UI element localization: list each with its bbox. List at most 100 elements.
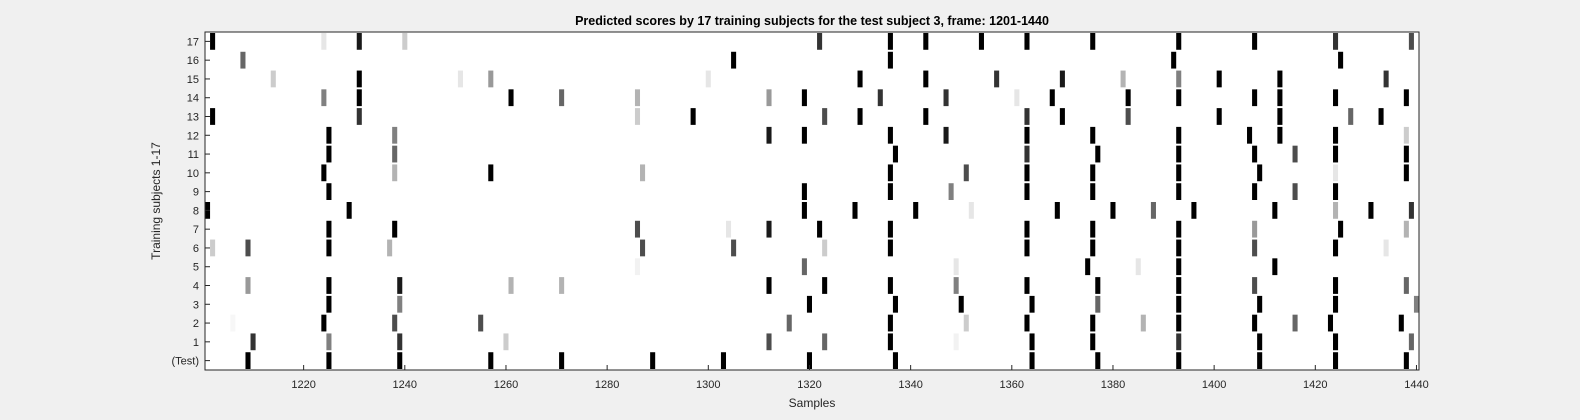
heatmap-cell bbox=[392, 164, 398, 182]
heatmap-cell bbox=[1413, 295, 1419, 313]
heatmap-cell bbox=[402, 33, 408, 50]
heatmap-cell bbox=[1252, 183, 1258, 200]
heatmap-cell bbox=[1252, 145, 1258, 163]
heatmap-cell bbox=[387, 239, 393, 257]
heatmap-cell bbox=[892, 145, 898, 163]
heatmap-cell bbox=[963, 164, 969, 182]
heatmap-cell bbox=[948, 183, 954, 200]
heatmap-cell bbox=[822, 333, 828, 351]
heatmap-cell bbox=[1176, 277, 1182, 294]
heatmap-cell bbox=[1029, 295, 1035, 313]
heatmap-cell bbox=[640, 164, 646, 182]
heatmap-cell bbox=[1252, 220, 1258, 238]
heatmap-cell bbox=[857, 108, 863, 125]
heatmap-cell bbox=[356, 108, 362, 125]
heatmap-cell bbox=[488, 164, 494, 182]
heatmap-cell bbox=[817, 220, 823, 238]
heatmap-cell bbox=[887, 183, 893, 200]
heatmap-cell bbox=[457, 70, 463, 88]
heatmap-cell bbox=[1403, 126, 1409, 144]
heatmap-cell bbox=[1090, 126, 1096, 144]
y-tick-label: 10 bbox=[187, 168, 199, 180]
heatmap-cell bbox=[392, 145, 398, 163]
x-axis-ticks: 1220 1240 1260 1280 1300 1320 1340 1360 1380 1400… bbox=[291, 365, 1429, 391]
heatmap-cell bbox=[801, 183, 807, 200]
heatmap-cell bbox=[508, 277, 514, 294]
heatmap-cell bbox=[397, 352, 403, 369]
plot-area bbox=[205, 32, 1419, 370]
heatmap-cell bbox=[245, 277, 251, 294]
heatmap-cell bbox=[1403, 352, 1409, 369]
heatmap-cell bbox=[1024, 126, 1030, 144]
heatmap-cell bbox=[1333, 333, 1339, 351]
heatmap-cell bbox=[1176, 145, 1182, 163]
heatmap-cell bbox=[356, 89, 362, 107]
heatmap-cell bbox=[1054, 202, 1060, 219]
heatmap-cell bbox=[1140, 314, 1146, 332]
heatmap-cell bbox=[1333, 89, 1339, 107]
y-tick-label: 1 bbox=[193, 337, 199, 349]
heatmap-cell bbox=[1024, 239, 1030, 257]
heatmap-cell bbox=[1333, 352, 1339, 369]
heatmap-cell bbox=[634, 220, 641, 238]
heatmap-cell bbox=[806, 352, 812, 369]
heatmap-cell bbox=[559, 352, 565, 369]
heatmap-cell bbox=[392, 126, 398, 144]
heatmap-cell bbox=[1383, 70, 1389, 88]
heatmap-cell bbox=[1024, 164, 1030, 182]
heatmap-cell bbox=[326, 145, 332, 163]
heatmap-cell bbox=[326, 295, 332, 313]
heatmap-cell bbox=[1029, 352, 1035, 369]
heatmap-cell bbox=[488, 352, 494, 369]
heatmap-cell bbox=[1403, 164, 1409, 182]
y-tick-label: 5 bbox=[193, 262, 199, 274]
heatmap-cell bbox=[1176, 239, 1182, 257]
y-tick-label: 11 bbox=[188, 149, 199, 161]
heatmap-cell bbox=[1125, 108, 1131, 125]
heatmap-cell bbox=[1252, 33, 1258, 50]
heatmap-cell bbox=[1024, 277, 1030, 294]
heatmap-cell bbox=[1176, 89, 1182, 107]
x-tick-label: 1400 bbox=[1202, 379, 1226, 391]
heatmap-cells bbox=[205, 33, 1419, 369]
heatmap-cell bbox=[634, 108, 641, 125]
y-tick-label: 17 bbox=[187, 36, 199, 48]
heatmap-cell bbox=[1095, 295, 1101, 313]
y-tick-label: 4 bbox=[193, 281, 199, 293]
heatmap-cell bbox=[817, 33, 823, 50]
heatmap-cell bbox=[488, 70, 494, 88]
x-tick-label: 1280 bbox=[595, 379, 619, 391]
heatmap-cell bbox=[1176, 295, 1182, 313]
heatmap-cell bbox=[397, 277, 403, 294]
heatmap-cell bbox=[1150, 202, 1156, 219]
heatmap-cell bbox=[1327, 314, 1334, 332]
heatmap-cell bbox=[877, 89, 883, 107]
heatmap-cell bbox=[1257, 352, 1263, 369]
heatmap-cell bbox=[1059, 70, 1065, 88]
y-tick-label: 13 bbox=[187, 112, 199, 124]
heatmap-cell bbox=[1029, 333, 1035, 351]
heatmap-cell bbox=[731, 239, 737, 257]
heatmap-cell bbox=[943, 126, 949, 144]
heatmap-cell bbox=[1333, 277, 1339, 294]
heatmap-cell bbox=[1398, 314, 1404, 332]
heatmap-cell bbox=[1176, 220, 1182, 238]
heatmap-cell bbox=[1252, 89, 1258, 107]
heatmap-cell bbox=[392, 220, 398, 238]
heatmap-cell bbox=[1252, 277, 1258, 294]
heatmap-cell bbox=[1348, 108, 1354, 125]
heatmap-cell bbox=[1383, 239, 1389, 257]
heatmap-cell bbox=[1176, 258, 1182, 276]
heatmap-cell bbox=[1333, 239, 1339, 257]
y-tick-label: (Test) bbox=[172, 356, 200, 368]
x-tick-label: 1340 bbox=[898, 379, 922, 391]
heatmap-cell bbox=[766, 89, 772, 107]
heatmap-cell bbox=[806, 295, 812, 313]
heatmap-cell bbox=[887, 51, 893, 69]
heatmap-cell bbox=[801, 126, 807, 144]
heatmap-cell bbox=[887, 277, 893, 294]
heatmap-cell bbox=[1191, 202, 1197, 219]
heatmap-cell bbox=[1090, 314, 1096, 332]
heatmap-cell bbox=[230, 314, 236, 332]
